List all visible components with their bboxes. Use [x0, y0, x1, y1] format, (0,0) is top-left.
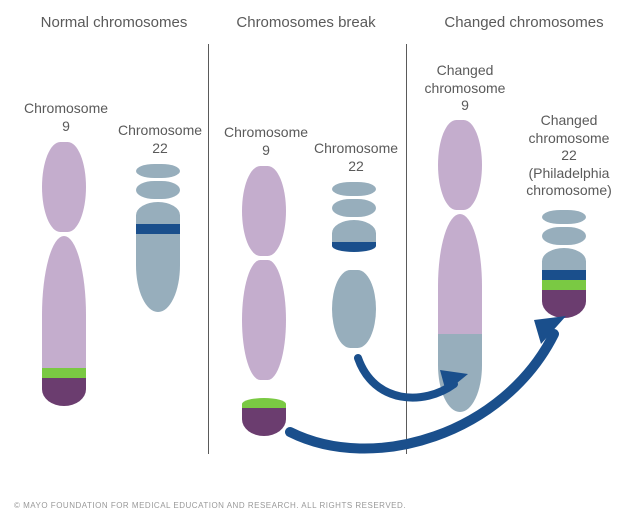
chromosome-segment [42, 142, 86, 232]
panel-divider [406, 44, 407, 454]
chromosome-segment [542, 270, 586, 280]
chromosome-label: Changedchromosome9 [410, 62, 520, 115]
chromosome-segment [332, 220, 376, 242]
chromosome-label: Chromosome9 [18, 100, 114, 135]
chromosome-label: Chromosome22 [112, 122, 208, 157]
chromosome-segment [42, 236, 86, 368]
translocation-arrows [14, 14, 620, 464]
chromosome-label: Chromosome22 [308, 140, 404, 175]
chromosome-segment [332, 199, 376, 217]
chromosome-segment [42, 378, 86, 406]
arrow-path [290, 334, 554, 449]
chromosome-segment [438, 334, 482, 412]
chromosome-segment [542, 280, 586, 290]
chromosome-segment [242, 398, 286, 408]
chromosome-segment [332, 270, 376, 348]
chromosome-segment [542, 210, 586, 224]
chromosome-segment [542, 290, 586, 318]
chromosome-segment [542, 248, 586, 270]
chromosome-segment [332, 182, 376, 196]
chromosome-segment [136, 181, 180, 199]
chromosome-segment [242, 260, 286, 380]
arrow-head [534, 316, 566, 344]
chromosome-segment [136, 202, 180, 224]
chromosome-segment [438, 120, 482, 210]
chromosome-segment [332, 242, 376, 252]
chromosome-segment [242, 408, 286, 436]
chromosome-label: Chromosome9 [218, 124, 314, 159]
panel-title: Changed chromosomes [434, 14, 614, 33]
panel-divider [208, 44, 209, 454]
chromosome-segment [242, 166, 286, 256]
panel-title: Normal chromosomes [34, 14, 194, 33]
chromosome-segment [136, 164, 180, 178]
chromosome-segment [136, 234, 180, 312]
chromosome-label: Changedchromosome22(Philadelphiachromoso… [514, 112, 624, 200]
chromosome-segment [136, 224, 180, 234]
panel-title: Chromosomes break [226, 14, 386, 33]
chromosome-segment [42, 368, 86, 378]
diagram-canvas: Normal chromosomes Chromosomes break Chang… [14, 14, 620, 464]
chromosome-segment [542, 227, 586, 245]
copyright-text: © MAYO FOUNDATION FOR MEDICAL EDUCATION … [14, 501, 406, 510]
chromosome-segment [438, 214, 482, 334]
